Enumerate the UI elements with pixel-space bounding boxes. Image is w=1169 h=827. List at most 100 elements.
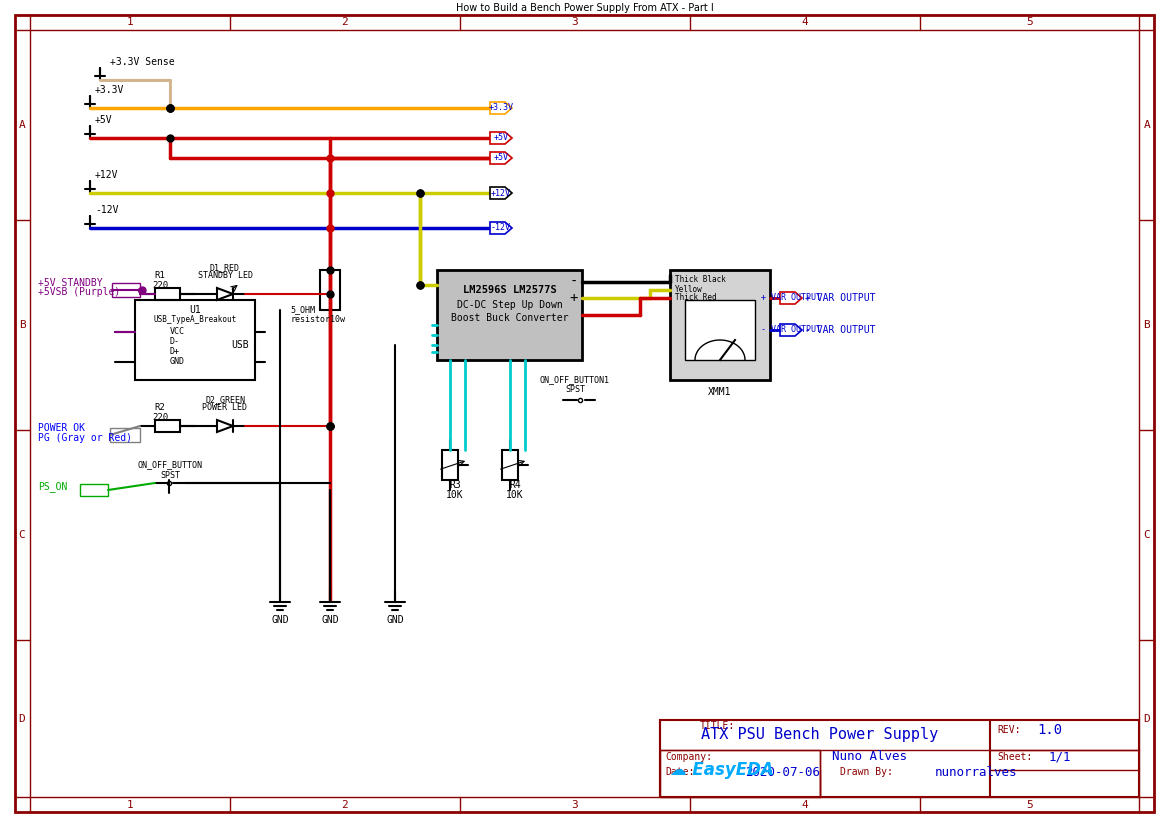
Text: 1: 1 xyxy=(126,800,133,810)
Text: 1: 1 xyxy=(126,17,133,27)
Text: 3: 3 xyxy=(572,17,579,27)
Text: +3.3V Sense: +3.3V Sense xyxy=(110,57,174,67)
Text: +3.3V: +3.3V xyxy=(489,103,513,112)
Text: R1: R1 xyxy=(154,270,165,280)
Text: +12V: +12V xyxy=(95,170,118,180)
Text: C: C xyxy=(19,530,26,540)
Text: A: A xyxy=(1143,120,1150,130)
Text: ☁ EasyEDA: ☁ EasyEDA xyxy=(670,761,774,779)
Text: How to Build a Bench Power Supply From ATX - Part I: How to Build a Bench Power Supply From A… xyxy=(456,3,713,13)
Text: 1/1: 1/1 xyxy=(1049,750,1071,763)
Text: 4: 4 xyxy=(802,800,809,810)
Bar xyxy=(112,283,140,297)
Text: D-: D- xyxy=(170,337,180,347)
Text: 5_OHM: 5_OHM xyxy=(290,305,314,314)
Text: + VAR OUTPUT: + VAR OUTPUT xyxy=(805,293,876,303)
Text: 220: 220 xyxy=(152,280,168,289)
Text: LM2596S LM2577S: LM2596S LM2577S xyxy=(463,285,556,295)
Text: -: - xyxy=(569,275,579,289)
Text: 5: 5 xyxy=(1026,800,1033,810)
Text: ON_OFF_BUTTON1: ON_OFF_BUTTON1 xyxy=(540,375,610,385)
Text: R2: R2 xyxy=(154,403,165,412)
Text: 2: 2 xyxy=(341,800,348,810)
Text: Yellow: Yellow xyxy=(675,285,703,294)
Text: D2_GREEN: D2_GREEN xyxy=(205,395,245,404)
Text: USB_TypeA_Breakout: USB_TypeA_Breakout xyxy=(153,315,236,324)
Text: POWER LED: POWER LED xyxy=(202,404,248,413)
Text: REV:: REV: xyxy=(997,725,1021,735)
Text: 1.0: 1.0 xyxy=(1037,723,1063,737)
Bar xyxy=(502,450,518,480)
Text: Thick Black: Thick Black xyxy=(675,275,726,284)
Text: C: C xyxy=(1143,530,1150,540)
Bar xyxy=(670,270,770,380)
Text: XMM1: XMM1 xyxy=(708,387,732,397)
Text: + VAR OUTPUT: + VAR OUTPUT xyxy=(761,294,821,303)
Text: R4: R4 xyxy=(510,480,521,490)
Text: D1_RED: D1_RED xyxy=(210,264,240,273)
Text: GND: GND xyxy=(271,615,289,625)
Text: DC-DC Step Up Down: DC-DC Step Up Down xyxy=(457,300,562,310)
Text: - VAR OUTPUT: - VAR OUTPUT xyxy=(805,325,876,335)
Text: -12V: -12V xyxy=(491,223,511,232)
Text: GND: GND xyxy=(321,615,339,625)
Text: 10K: 10K xyxy=(506,490,524,500)
Text: TITLE:: TITLE: xyxy=(700,721,735,731)
Text: resistor10w: resistor10w xyxy=(290,315,345,324)
Text: ON_OFF_BUTTON: ON_OFF_BUTTON xyxy=(138,461,202,470)
Text: Sheet:: Sheet: xyxy=(997,752,1032,762)
Bar xyxy=(110,428,140,442)
Text: GND: GND xyxy=(386,615,403,625)
Text: USB: USB xyxy=(231,340,249,350)
Text: B: B xyxy=(1143,320,1150,330)
Text: B: B xyxy=(19,320,26,330)
Text: +5V: +5V xyxy=(493,133,509,142)
Bar xyxy=(155,288,180,300)
Text: 3: 3 xyxy=(572,800,579,810)
Bar xyxy=(660,750,819,797)
Text: 2020-07-06: 2020-07-06 xyxy=(745,766,819,778)
Text: PS_ON: PS_ON xyxy=(39,481,68,492)
Text: +5V STANDBY: +5V STANDBY xyxy=(39,278,103,288)
Text: 4: 4 xyxy=(802,17,809,27)
Text: Drawn By:: Drawn By: xyxy=(841,767,893,777)
Bar xyxy=(134,300,255,380)
Bar xyxy=(442,450,458,480)
Text: D: D xyxy=(19,714,26,724)
Polygon shape xyxy=(780,324,802,336)
Bar xyxy=(660,720,1139,797)
Text: STANDBY LED: STANDBY LED xyxy=(198,271,253,280)
Text: POWER OK: POWER OK xyxy=(39,423,85,433)
Text: Nuno Alves: Nuno Alves xyxy=(832,750,907,763)
Text: 10K: 10K xyxy=(447,490,464,500)
Text: +5VSB (Purple): +5VSB (Purple) xyxy=(39,287,120,297)
Text: D: D xyxy=(1143,714,1150,724)
Bar xyxy=(79,484,108,496)
Bar xyxy=(320,270,340,310)
Text: U1: U1 xyxy=(189,305,201,315)
Text: +: + xyxy=(569,291,579,305)
Polygon shape xyxy=(490,102,512,114)
Text: 5: 5 xyxy=(1026,17,1033,27)
Text: Date:: Date: xyxy=(665,767,694,777)
Text: ATX PSU Bench Power Supply: ATX PSU Bench Power Supply xyxy=(701,728,939,743)
Polygon shape xyxy=(490,187,512,199)
Text: +5V: +5V xyxy=(95,115,112,125)
Text: -12V: -12V xyxy=(95,205,118,215)
Text: +5V: +5V xyxy=(493,154,509,162)
Text: - VAR OUTPUT: - VAR OUTPUT xyxy=(761,326,821,334)
Text: 220: 220 xyxy=(152,413,168,422)
Polygon shape xyxy=(780,292,802,304)
Bar xyxy=(155,420,180,432)
Text: Company:: Company: xyxy=(665,752,712,762)
Bar xyxy=(437,270,582,360)
Text: nunorralves: nunorralves xyxy=(935,766,1017,778)
Text: A: A xyxy=(19,120,26,130)
Polygon shape xyxy=(490,152,512,164)
Text: GND: GND xyxy=(170,357,185,366)
Text: VCC: VCC xyxy=(170,327,185,337)
Text: SPST: SPST xyxy=(565,385,584,394)
Text: D+: D+ xyxy=(170,347,180,356)
Text: +12V: +12V xyxy=(491,189,511,198)
Text: PG (Gray or Red): PG (Gray or Red) xyxy=(39,433,132,443)
